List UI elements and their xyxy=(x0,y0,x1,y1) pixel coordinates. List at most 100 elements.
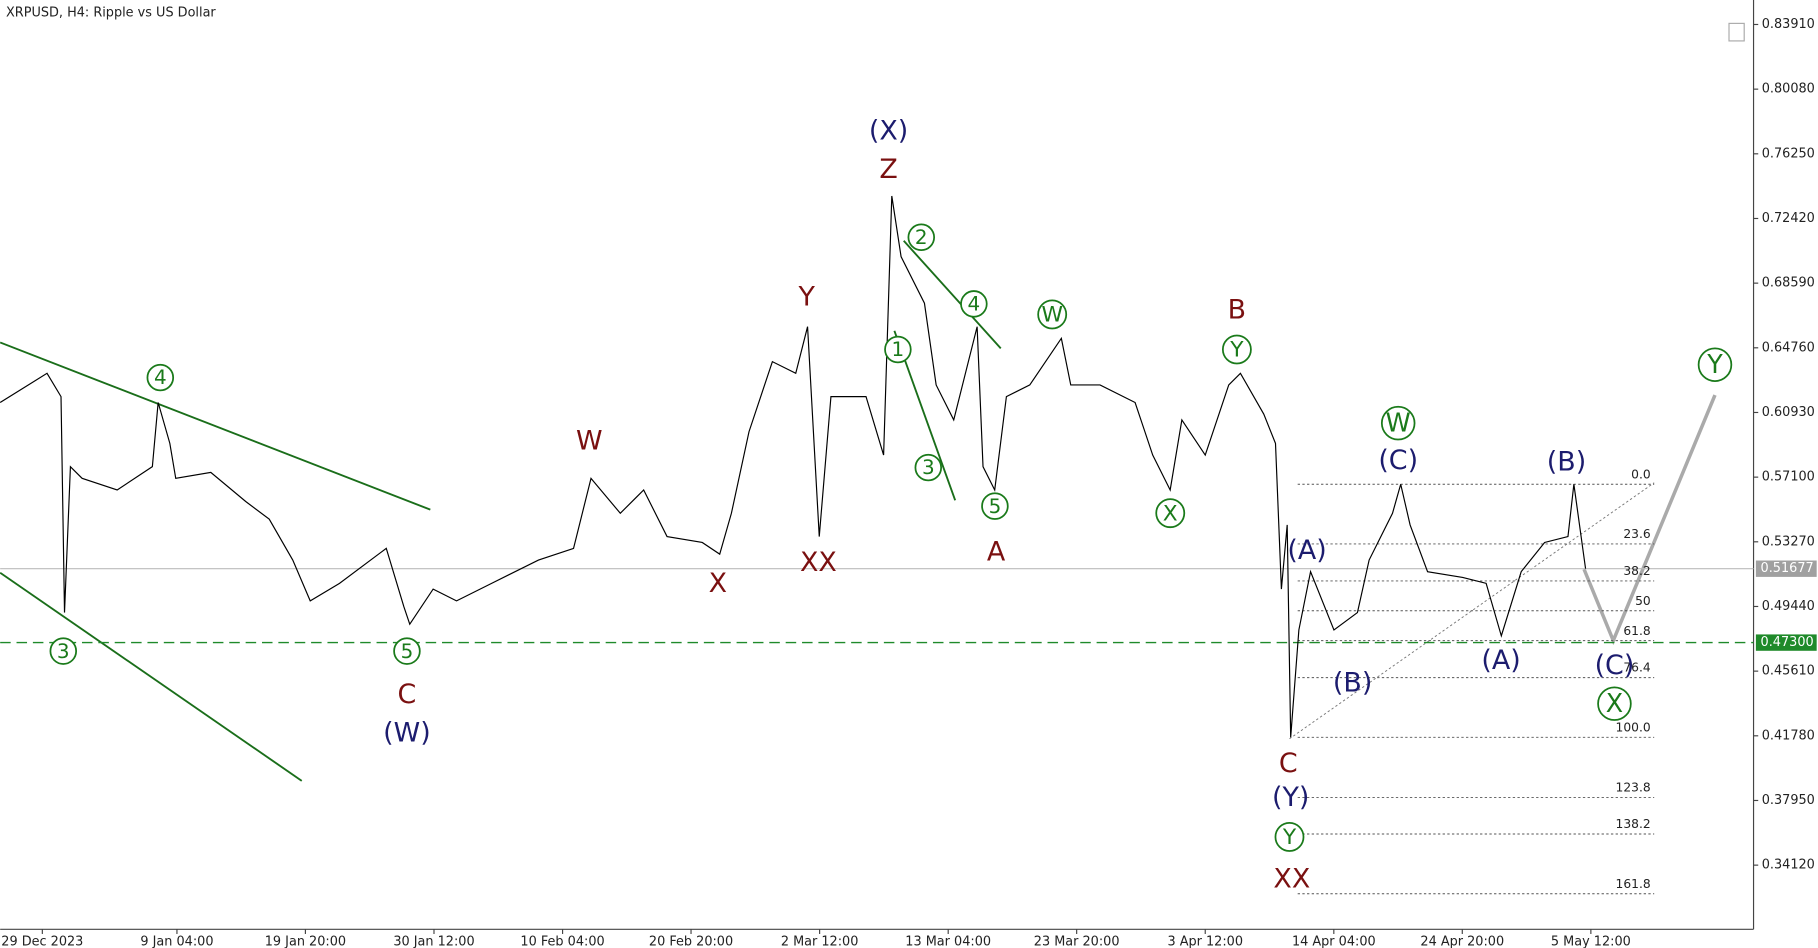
wave-label: 5 xyxy=(401,640,414,663)
wave-label: 3 xyxy=(57,640,70,663)
fib-label: 50 xyxy=(1635,594,1651,608)
wave-label: 1 xyxy=(892,338,905,361)
x-tick-label: 13 Mar 04:00 xyxy=(905,935,991,948)
x-tick-label: 29 Dec 2023 xyxy=(1,935,83,948)
y-tick-label: 0.41780 xyxy=(1762,728,1815,743)
wave-label: A xyxy=(987,536,1006,567)
wave-label: Y xyxy=(798,282,816,313)
wave-label: X xyxy=(1606,688,1623,718)
trend-line xyxy=(903,240,1002,349)
wave-label: Y xyxy=(1282,825,1297,850)
wave-label: 4 xyxy=(154,366,167,389)
y-tick-label: 0.68590 xyxy=(1762,276,1815,291)
fib-label: 38.2 xyxy=(1623,564,1650,578)
fib-label: 138.2 xyxy=(1616,817,1651,831)
wave-label: XX xyxy=(1273,864,1310,895)
wave-circle xyxy=(1380,405,1416,441)
y-tick-label: 0.83910 xyxy=(1762,17,1815,32)
y-tick-label: 0.34120 xyxy=(1762,858,1815,873)
y-tick-label: 0.80080 xyxy=(1762,82,1815,97)
wave-circle xyxy=(1697,347,1733,382)
wave-label: Y xyxy=(1706,349,1723,379)
wave-label: Z xyxy=(879,154,897,185)
fib-label: 161.8 xyxy=(1616,877,1651,891)
wave-label: 3 xyxy=(922,456,935,479)
wave-label: (C) xyxy=(1378,445,1418,476)
current-price-box xyxy=(1755,560,1817,577)
level-box xyxy=(1755,634,1817,651)
x-tick-label: 20 Feb 20:00 xyxy=(649,935,733,948)
wave-circle xyxy=(914,453,943,482)
fib-label: 0.0 xyxy=(1631,467,1651,481)
wave-label: Y xyxy=(1229,338,1244,363)
trend-line xyxy=(0,341,431,511)
wave-label: (B) xyxy=(1333,667,1372,698)
x-tick-label: 9 Jan 04:00 xyxy=(140,935,213,948)
wave-circle xyxy=(884,335,912,364)
wave-circle xyxy=(1037,299,1068,330)
wave-label: B xyxy=(1228,294,1246,325)
x-tick-label: 10 Feb 04:00 xyxy=(520,935,604,948)
wave-label: (Y) xyxy=(1272,782,1309,813)
wave-label: (W) xyxy=(383,718,431,749)
x-tick-label: 5 May 12:00 xyxy=(1551,935,1631,948)
wave-label: C xyxy=(398,679,417,710)
fib-label: 61.8 xyxy=(1623,624,1650,638)
current-price-label: 0.51677 xyxy=(1761,561,1814,576)
wave-label: C xyxy=(1279,748,1298,779)
wave-circle xyxy=(1221,334,1252,365)
y-tick-label: 0.53270 xyxy=(1762,534,1815,549)
wave-label: W xyxy=(1041,303,1063,328)
y-tick-label: 0.64760 xyxy=(1762,340,1815,355)
y-tick-label: 0.37950 xyxy=(1762,793,1815,808)
price-line xyxy=(0,195,1587,738)
wave-circle xyxy=(49,637,78,665)
wave-circle xyxy=(393,637,421,665)
wave-label: XX xyxy=(800,547,837,578)
y-tick-label: 0.60930 xyxy=(1762,405,1815,420)
wave-label: W xyxy=(576,425,603,456)
x-tick-label: 2 Mar 12:00 xyxy=(781,935,859,948)
fib-label: 23.6 xyxy=(1623,527,1651,541)
x-tick-label: 19 Jan 20:00 xyxy=(265,935,346,948)
wave-label: X xyxy=(1163,501,1178,526)
y-tick-label: 0.49440 xyxy=(1762,599,1815,614)
wave-circle xyxy=(1597,686,1632,721)
wave-label: 4 xyxy=(968,293,981,316)
wave-circle xyxy=(146,363,175,392)
wave-label: 2 xyxy=(915,226,928,249)
y-tick-label: 0.76250 xyxy=(1762,146,1815,161)
x-tick-label: 30 Jan 12:00 xyxy=(393,935,474,948)
y-tick-label: 0.45610 xyxy=(1762,664,1815,679)
x-tick-label: 14 Apr 04:00 xyxy=(1292,935,1376,948)
wave-label: (X) xyxy=(869,116,908,147)
wave-label: (C) xyxy=(1595,650,1635,681)
wave-label: (A) xyxy=(1287,535,1326,566)
wave-label: (A) xyxy=(1481,645,1520,676)
wave-circle xyxy=(1155,498,1186,529)
wave-label: W xyxy=(1386,407,1411,437)
x-tick-label: 3 Apr 12:00 xyxy=(1167,935,1243,948)
fib-base-line xyxy=(1289,482,1655,740)
fib-label: 100.0 xyxy=(1616,720,1651,734)
wave-label: X xyxy=(709,568,727,599)
wave-circle xyxy=(907,223,936,252)
wave-circle xyxy=(1274,822,1305,852)
wave-circle xyxy=(960,290,988,318)
toolbar-icon[interactable] xyxy=(1728,22,1745,42)
fib-label: 123.8 xyxy=(1616,781,1651,795)
y-tick-label: 0.72420 xyxy=(1762,211,1815,226)
wave-label: 5 xyxy=(989,495,1002,518)
wave-circle xyxy=(981,492,1009,520)
chart-title: XRPUSD, H4: Ripple vs US Dollar xyxy=(6,5,216,20)
fib-label: 76.4 xyxy=(1623,661,1651,675)
x-tick-label: 23 Mar 20:00 xyxy=(1034,935,1120,948)
y-tick-label: 0.57100 xyxy=(1762,470,1815,485)
trend-line xyxy=(0,572,303,782)
wave-label: (B) xyxy=(1547,446,1586,477)
level-label: 0.47300 xyxy=(1761,635,1814,650)
x-tick-label: 24 Apr 20:00 xyxy=(1420,935,1504,948)
